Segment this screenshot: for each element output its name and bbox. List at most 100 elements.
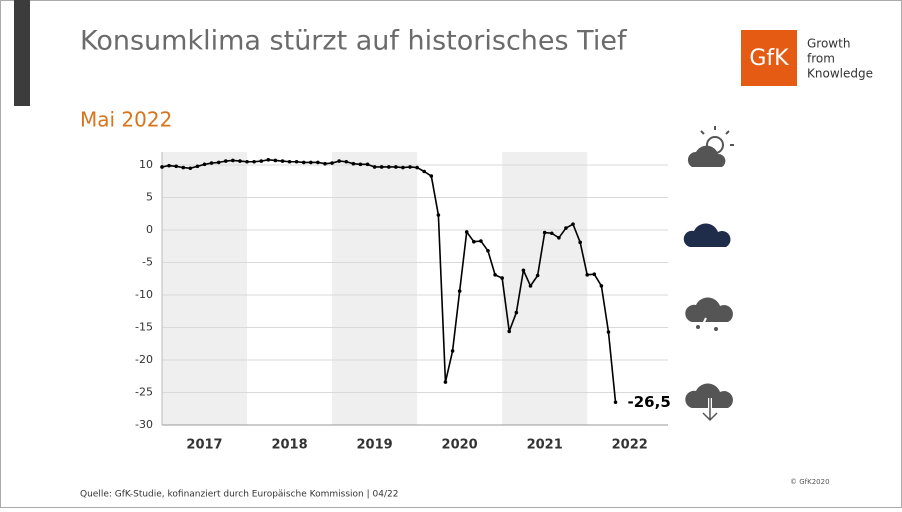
y-tick-label: 5: [146, 191, 153, 204]
point: [309, 160, 313, 165]
y-tick-label: -5: [142, 256, 153, 269]
point: [209, 161, 214, 165]
point: [422, 169, 426, 174]
y-tick-label: -15: [135, 321, 153, 334]
icon-cloud-down: [685, 383, 733, 423]
point: [351, 161, 356, 166]
point: [507, 329, 512, 334]
year-band: [162, 152, 248, 425]
logo-tagline: Knowledge: [807, 67, 873, 81]
icon-storm: [685, 297, 733, 334]
point: [542, 230, 547, 235]
point: [415, 165, 419, 170]
point: [528, 284, 533, 288]
point: [387, 165, 391, 169]
point: [323, 161, 327, 166]
point: [280, 159, 285, 163]
accent-bar: [14, 0, 30, 106]
point: [486, 249, 490, 253]
point: [301, 160, 306, 165]
point: [549, 231, 554, 236]
point: [500, 276, 504, 280]
point: [188, 166, 193, 171]
point: [358, 162, 363, 167]
point: [294, 159, 299, 164]
y-tick-label: 0: [146, 223, 153, 236]
logo-tagline: Growth: [807, 37, 850, 51]
point: [337, 159, 341, 163]
point: [167, 163, 171, 168]
point: [216, 160, 221, 165]
year-band: [332, 152, 418, 425]
x-tick-label: 2017: [186, 438, 222, 453]
plot: 10 5 0 -5 -10 -15 -20 -25 -30 2017 2018 2019 2020 202…: [135, 152, 671, 453]
point: [564, 226, 568, 230]
point: [223, 159, 228, 163]
point: [195, 164, 200, 169]
point: [372, 165, 377, 169]
y-tick-label: 10: [139, 158, 153, 171]
y-tick-label: -20: [135, 353, 153, 366]
point: [479, 239, 483, 243]
logo-box: [741, 30, 797, 86]
point: [160, 165, 164, 169]
copyright: © GfK2020: [790, 478, 830, 486]
point: [287, 159, 292, 164]
point: [578, 240, 582, 245]
point: [408, 165, 412, 169]
point: [231, 158, 235, 163]
subtitle: Mai 2022: [80, 108, 172, 132]
title: Konsumklima stürzt auf historisches Tief: [80, 26, 628, 57]
x-tick-label: 2020: [442, 438, 478, 453]
point: [599, 284, 604, 288]
y-tick-label: -10: [135, 288, 153, 301]
point: [365, 162, 370, 167]
point: [585, 273, 590, 277]
point: [521, 268, 526, 273]
source: Quelle: GfK-Studie, kofinanziert durch E…: [80, 490, 398, 500]
point: [429, 174, 434, 178]
point: [245, 159, 249, 164]
point: [174, 164, 179, 169]
point: [450, 349, 455, 353]
x-tick-label: 2022: [612, 438, 648, 453]
point: [514, 310, 519, 315]
point: [464, 230, 469, 234]
point: [181, 165, 186, 170]
y-tick-label: -30: [135, 418, 153, 431]
logo-mark: GfK: [749, 46, 789, 71]
point: [443, 380, 448, 384]
year-band: [502, 152, 588, 425]
x-tick-label: 2019: [357, 438, 393, 453]
x-tick-label: 2021: [527, 438, 563, 453]
point: [571, 222, 575, 226]
point: [493, 273, 497, 277]
point: [401, 165, 405, 170]
point: [202, 162, 207, 167]
point: [266, 158, 271, 162]
point: [394, 165, 398, 169]
point: [535, 273, 540, 278]
point: [436, 213, 441, 217]
icon-cloud: [683, 223, 731, 247]
point: [379, 165, 384, 169]
logo-tagline: from: [807, 52, 835, 66]
point: [344, 159, 349, 164]
point: [613, 400, 618, 405]
point: [557, 236, 561, 240]
point: [457, 289, 462, 293]
value-label: -26,5: [628, 393, 671, 411]
point: [472, 239, 476, 244]
x-tick-label: 2018: [271, 438, 307, 453]
point: [259, 159, 264, 163]
point: [252, 159, 256, 164]
point: [592, 272, 597, 277]
point: [330, 161, 334, 165]
point: [273, 158, 278, 163]
y-tick-label: -25: [135, 386, 153, 399]
icon-sun-cloud: [687, 126, 734, 167]
point: [316, 160, 320, 165]
point: [606, 330, 611, 334]
point: [238, 159, 242, 163]
